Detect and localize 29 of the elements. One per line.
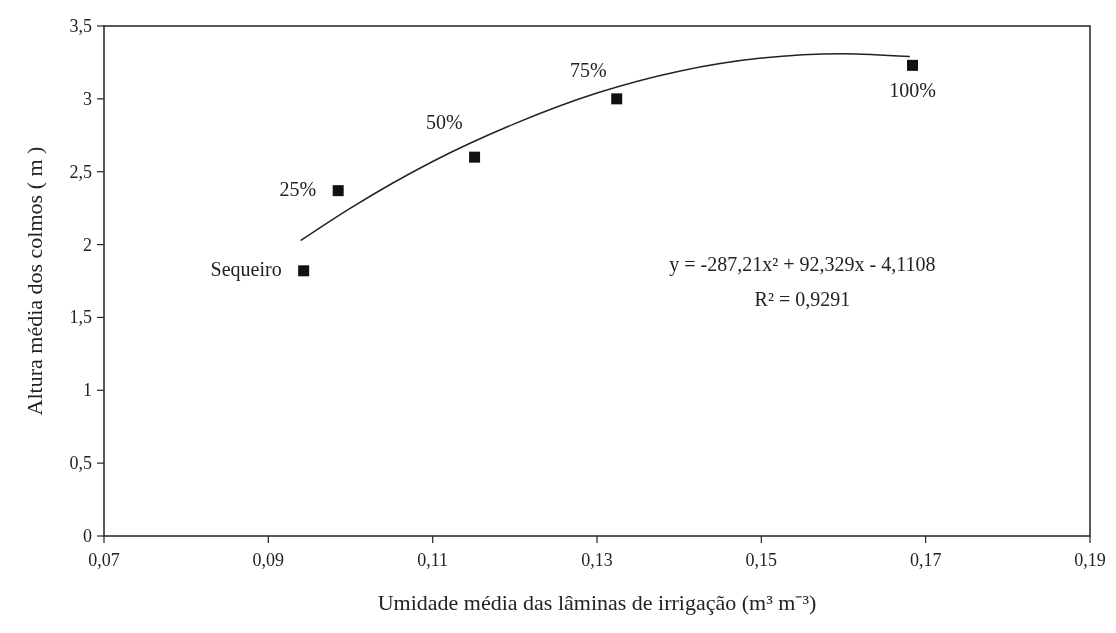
x-tick-label: 0,09: [252, 550, 285, 570]
point: [907, 59, 919, 71]
annotation: 75%: [570, 58, 607, 81]
x-tick-label: 0,07: [88, 550, 120, 570]
y-axis-title: Altura média dos colmos ( m ): [22, 146, 47, 416]
point: [332, 185, 344, 197]
annotation: R² = 0,9291: [754, 287, 851, 310]
point: [469, 151, 481, 163]
y-tick-label: 0,5: [69, 453, 92, 474]
y-tick-label: 3,5: [69, 16, 92, 36]
annotation: 25%: [279, 177, 317, 200]
x-tick-label: 0,13: [581, 550, 613, 570]
annotation: Sequeiro: [210, 257, 282, 281]
x-tick-label: 0,17: [909, 550, 942, 570]
y-tick-label: 1: [83, 380, 92, 401]
annotation: 50%: [425, 111, 463, 134]
y-tick-label: 0: [83, 526, 92, 546]
x-tick-label: 0,11: [417, 550, 449, 570]
y-tick-label: 2,5: [69, 161, 92, 182]
x-tick-label: 0,19: [1074, 550, 1106, 570]
annotation: 100%: [889, 79, 936, 102]
x-axis-title: Umidade média das lâminas de irrigação (m³ m⁻³): [377, 590, 817, 615]
point: [611, 93, 623, 105]
y-tick-label: 2: [83, 234, 92, 255]
x-tick-label: 0,15: [745, 550, 778, 570]
y-tick-label: 3: [83, 88, 92, 109]
point: [298, 265, 310, 277]
y-tick-label: 1,5: [69, 307, 92, 328]
annotation: y = -287,21x² + 92,329x - 4,1108: [669, 252, 936, 276]
